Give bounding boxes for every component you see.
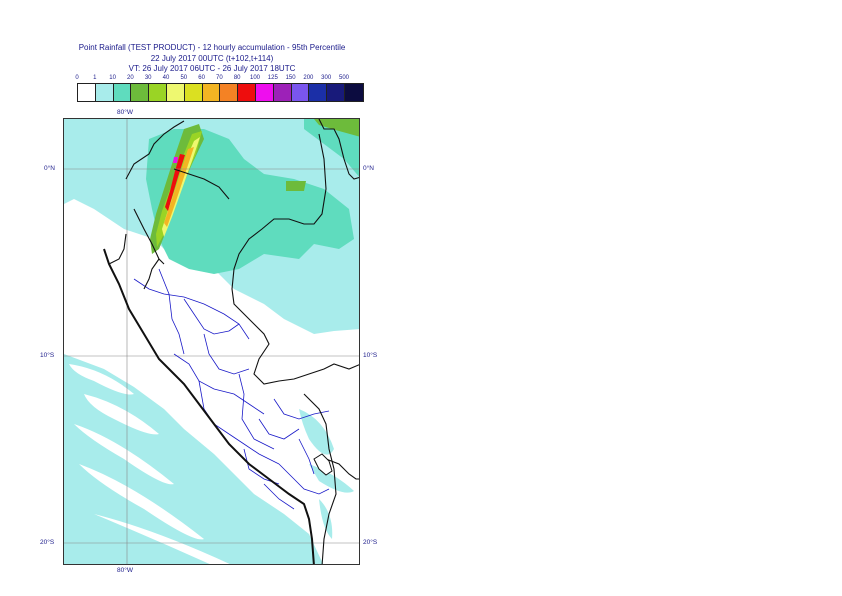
legend-swatch (113, 84, 132, 101)
legend-tick-label: 500 (338, 75, 350, 81)
legend-tick-label: 1 (93, 75, 97, 81)
lon-label-bottom: 80°W (117, 567, 133, 574)
legend-tick-label: 300 (321, 75, 332, 81)
legend-swatch (344, 84, 363, 101)
legend-tick-label: 30 (144, 75, 152, 81)
lat-label-left-0: 0°N (44, 165, 55, 172)
rain-free-area (179, 349, 359, 564)
coastline (103, 248, 315, 564)
legend-swatch (95, 84, 114, 101)
legend-colorbar (77, 83, 364, 102)
map-subtitle-run: 22 July 2017 00UTC (t+102,t+114) (150, 54, 274, 63)
legend-swatch (238, 84, 256, 101)
legend-swatch (255, 84, 274, 101)
legend-tick-label: 200 (303, 75, 314, 81)
lon-label-top: 80°W (117, 109, 133, 116)
rain-field-heavy-ne (314, 119, 359, 137)
legend-swatch (220, 84, 239, 101)
lake-titicaca (313, 453, 333, 476)
map-title: Point Rainfall (TEST PRODUCT) - 12 hourl… (78, 43, 346, 52)
rain-field-moderate (146, 129, 354, 274)
legend-swatch (166, 84, 185, 101)
legend-tick-label: 0 (75, 75, 79, 81)
legend-swatch (309, 84, 328, 101)
legend-labels: 0 1 10 20 30 40 50 60 70 80 100 125 150 200 300 500 (0, 74, 842, 84)
map-panel (63, 118, 360, 565)
lat-label-right-20: 20°S (363, 539, 378, 546)
legend-tick-label: 125 (267, 75, 278, 81)
legend-tick-label: 50 (180, 75, 188, 81)
legend-swatch (291, 84, 310, 101)
legend-tick-label: 70 (216, 75, 223, 81)
rain-core-red (165, 154, 185, 211)
lat-label-left-10: 10°S (40, 352, 55, 359)
legend-tick-label: 100 (249, 75, 261, 81)
country-borders (108, 119, 359, 564)
legend-swatch (78, 84, 96, 101)
legend-tick-label: 80 (233, 75, 241, 81)
legend-swatch (202, 84, 221, 101)
legend-swatch (131, 84, 150, 101)
rain-core-magenta (173, 157, 178, 163)
rain-field-moderate-ne (304, 119, 359, 177)
legend-swatch (149, 84, 167, 101)
legend-tick-label: 10 (109, 75, 116, 81)
lat-label-left-20: 20°S (40, 539, 55, 546)
legend-tick-label: 40 (162, 75, 170, 81)
ocean-streaks (64, 214, 359, 564)
map-subtitle-validity: VT: 26 July 2017 06UTC - 26 July 2017 18… (128, 64, 296, 73)
legend-tick-label: 150 (285, 75, 296, 81)
legend-swatch (184, 84, 203, 101)
rain-field-heavy-e (286, 181, 306, 191)
rain-patches-light (299, 409, 354, 539)
legend-swatch (273, 84, 292, 101)
lat-label-right-10: 10°S (363, 352, 378, 359)
rain-field-extreme (164, 147, 194, 227)
rain-field-light-south (64, 354, 324, 564)
legend-tick-label: 20 (127, 75, 134, 81)
legend-swatch (327, 84, 345, 101)
legend-tick-label: 60 (198, 75, 205, 81)
rainfall-map (64, 119, 359, 564)
lat-label-right-0: 0°N (363, 165, 374, 172)
